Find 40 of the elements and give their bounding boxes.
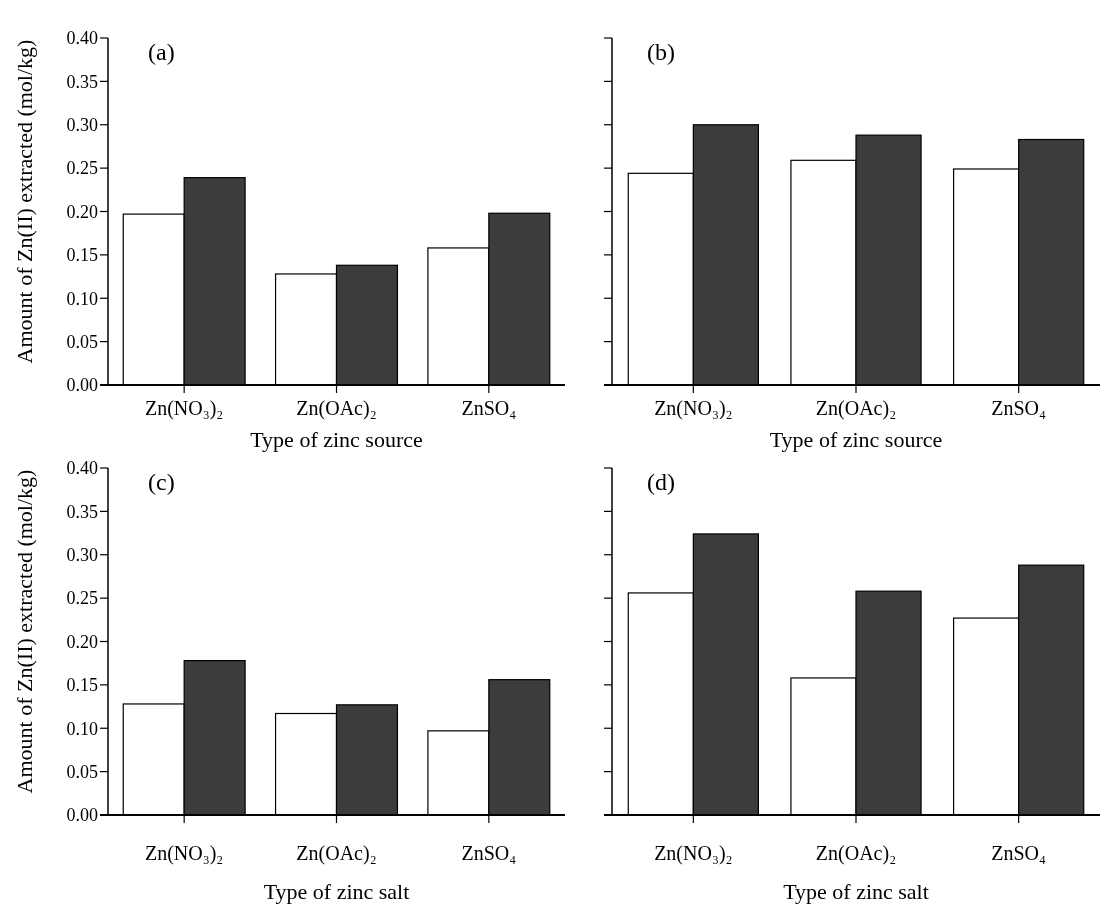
x-tick-label: ZnSO₄ [991, 397, 1047, 419]
y-axis-title: Amount of Zn(II) extracted (mol/kg) [12, 39, 37, 364]
y-tick-label: 0.20 [66, 201, 98, 222]
x-tick-label: Zn(OAc)₂ [815, 397, 897, 420]
y-tick-label: 0.35 [66, 501, 98, 522]
chart-title: (d) [647, 469, 675, 495]
x-tick-label: Zn(OAc)₂ [296, 397, 377, 420]
x-tick-label: Zn(NO₃)₂ [144, 397, 224, 420]
x-axis-title: Type of zinc source [250, 427, 423, 452]
y-tick-label: 0.15 [66, 675, 98, 696]
y-tick-label: 0.10 [66, 718, 98, 739]
chart-title: (b) [647, 39, 675, 65]
y-tick-label: 0.00 [66, 375, 98, 396]
y-tick-label: 0.05 [66, 331, 98, 352]
x-axis-title: Type of zinc source [769, 427, 943, 452]
y-tick-label: 0.15 [66, 245, 98, 266]
x-tick-label: Zn(OAc)₂ [815, 842, 897, 865]
y-tick-label: 0.30 [66, 545, 98, 566]
y-tick-label: 0.25 [66, 158, 98, 179]
y-tick-label: 0.30 [66, 115, 98, 136]
x-tick-label: ZnSO₄ [461, 842, 517, 864]
chart-title: (c) [148, 469, 175, 495]
y-tick-label: 0.00 [66, 805, 98, 826]
x-axis-title: Type of zinc salt [783, 879, 929, 904]
y-tick-label: 0.40 [66, 458, 98, 479]
chart-title: (a) [148, 39, 175, 65]
x-tick-label: Zn(NO₃)₂ [654, 842, 733, 865]
x-tick-label: Zn(OAc)₂ [296, 842, 377, 865]
y-axis-title: Amount of Zn(II) extracted (mol/kg) [12, 469, 37, 794]
y-tick-label: 0.20 [66, 631, 98, 652]
y-tick-label: 0.40 [66, 28, 98, 49]
y-tick-label: 0.35 [66, 71, 98, 92]
y-tick-label: 0.25 [66, 588, 98, 609]
y-tick-label: 0.05 [66, 761, 98, 782]
x-tick-label: ZnSO₄ [991, 842, 1047, 864]
x-tick-label: Zn(NO₃)₂ [144, 842, 224, 865]
x-axis-title: Type of zinc salt [263, 879, 410, 904]
x-tick-label: ZnSO₄ [461, 397, 517, 419]
x-tick-label: Zn(NO₃)₂ [654, 397, 733, 420]
y-tick-label: 0.10 [66, 288, 98, 309]
